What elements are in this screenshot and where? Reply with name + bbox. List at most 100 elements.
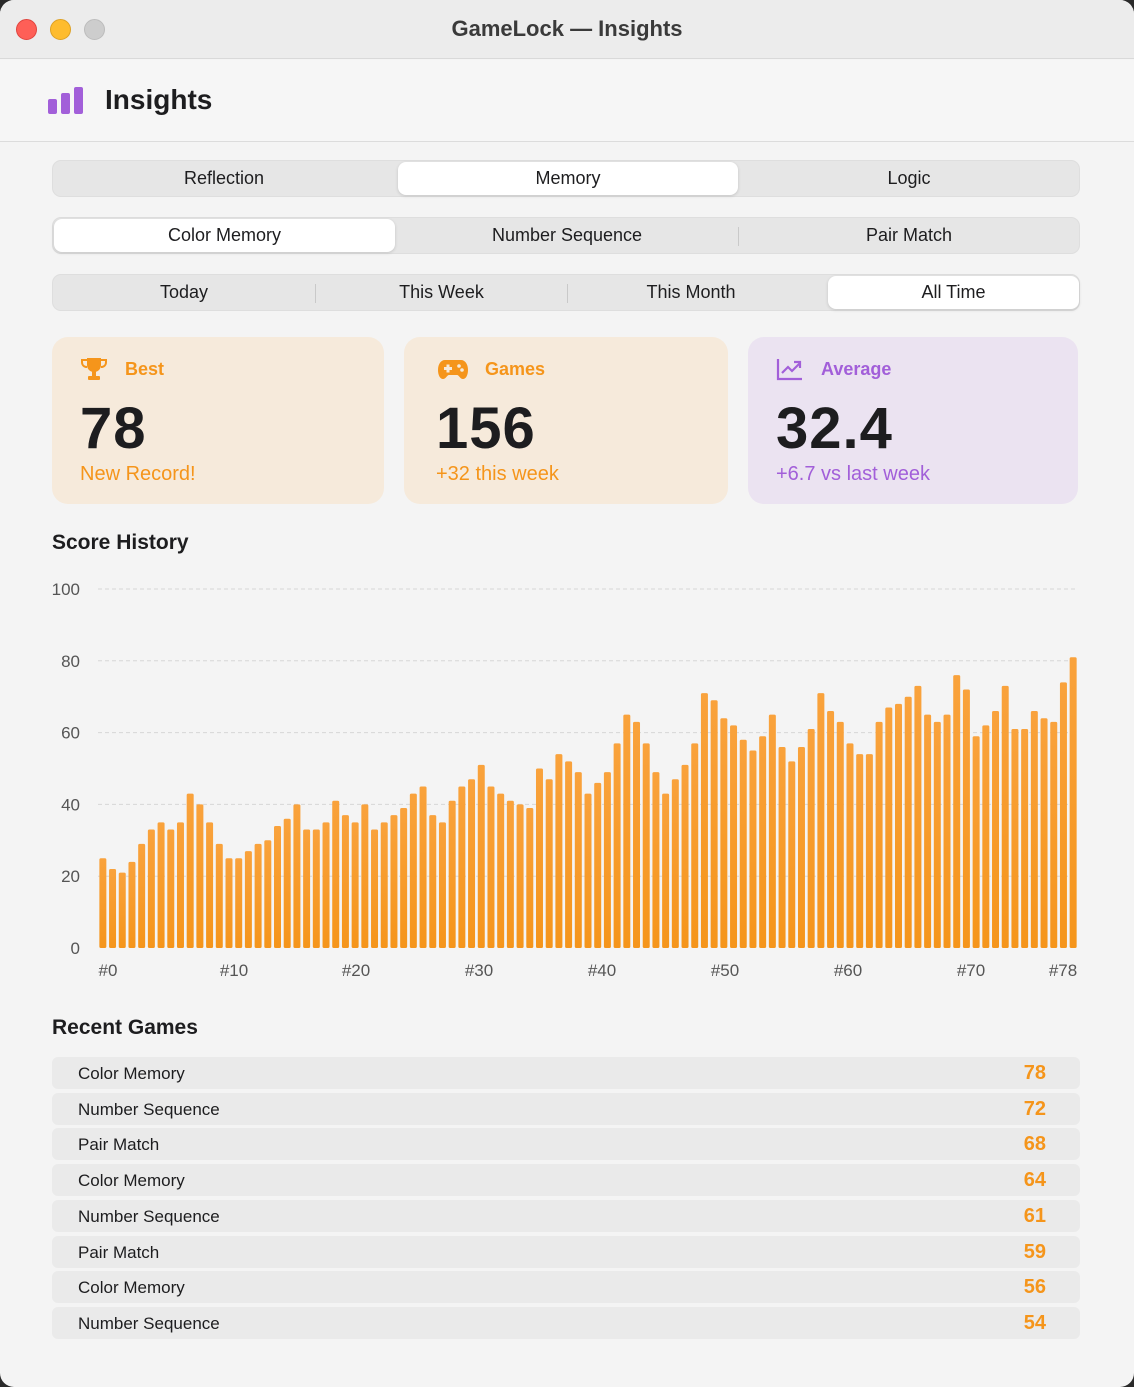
score-bar[interactable] xyxy=(235,858,243,948)
score-bar[interactable] xyxy=(700,693,708,948)
score-bar[interactable] xyxy=(167,829,175,948)
score-bar[interactable] xyxy=(584,793,592,948)
score-bar[interactable] xyxy=(303,829,311,948)
score-bar[interactable] xyxy=(390,815,398,948)
score-bar[interactable] xyxy=(186,793,194,948)
score-bar[interactable] xyxy=(807,729,815,948)
segment-this-month[interactable]: This Month xyxy=(646,282,736,302)
score-bar[interactable] xyxy=(99,858,107,948)
recent-game-row[interactable]: Pair Match 68 xyxy=(52,1128,1080,1161)
segment-reflection[interactable]: Reflection xyxy=(183,168,265,188)
score-bar[interactable] xyxy=(933,721,941,948)
score-bar[interactable] xyxy=(856,754,864,948)
recent-game-row[interactable]: Color Memory 64 xyxy=(52,1164,1080,1197)
segment-number-sequence[interactable]: Number Sequence xyxy=(491,225,643,245)
segment-all-time[interactable]: All Time xyxy=(828,276,1079,309)
score-bar[interactable] xyxy=(865,754,873,948)
score-bar[interactable] xyxy=(176,822,184,948)
score-bar[interactable] xyxy=(196,804,204,948)
score-bar[interactable] xyxy=(555,754,563,948)
score-bar[interactable] xyxy=(613,743,621,948)
score-bar[interactable] xyxy=(565,761,573,948)
score-bar[interactable] xyxy=(283,818,291,948)
score-bar[interactable] xyxy=(448,800,456,948)
score-bar[interactable] xyxy=(361,804,369,948)
score-bar[interactable] xyxy=(788,761,796,948)
score-bar[interactable] xyxy=(322,822,330,948)
recent-game-row[interactable]: Color Memory 78 xyxy=(52,1057,1080,1089)
score-bar[interactable] xyxy=(545,779,553,948)
score-bar[interactable] xyxy=(642,743,650,948)
score-bar[interactable] xyxy=(206,822,214,948)
score-bar[interactable] xyxy=(400,807,408,948)
score-bar[interactable] xyxy=(895,703,902,948)
score-bar[interactable] xyxy=(759,736,767,948)
recent-game-row[interactable]: Color Memory 56 xyxy=(52,1271,1080,1304)
score-bar[interactable] xyxy=(972,736,980,948)
score-bar[interactable] xyxy=(1021,729,1029,948)
score-bar[interactable] xyxy=(341,815,349,948)
score-bar[interactable] xyxy=(652,772,660,948)
score-bar[interactable] xyxy=(720,718,728,948)
score-bar[interactable] xyxy=(535,768,543,949)
score-bar[interactable] xyxy=(681,764,689,948)
segment-memory[interactable]: Memory xyxy=(398,162,738,195)
score-bar[interactable] xyxy=(438,822,446,948)
score-bar[interactable] xyxy=(157,822,165,948)
recent-game-row[interactable]: Number Sequence 72 xyxy=(52,1092,1080,1125)
score-bar[interactable] xyxy=(254,843,262,948)
score-bar[interactable] xyxy=(953,675,961,948)
score-bar[interactable] xyxy=(691,743,699,948)
score-bar[interactable] xyxy=(797,746,805,948)
score-bar[interactable] xyxy=(409,793,417,948)
score-bar[interactable] xyxy=(827,711,835,948)
score-bar[interactable] xyxy=(1030,711,1038,948)
score-bar[interactable] xyxy=(730,725,738,948)
score-bar[interactable] xyxy=(516,804,524,948)
score-bar[interactable] xyxy=(312,829,320,948)
score-bar[interactable] xyxy=(1050,721,1058,948)
score-bar[interactable] xyxy=(274,825,281,948)
zoom-window-button[interactable] xyxy=(84,19,105,40)
score-bar[interactable] xyxy=(623,714,631,948)
score-bar[interactable] xyxy=(710,700,718,948)
score-bar[interactable] xyxy=(768,714,776,948)
score-bar[interactable] xyxy=(477,764,485,948)
score-bar[interactable] xyxy=(662,793,670,948)
score-bar[interactable] xyxy=(904,696,912,948)
recent-game-row[interactable]: Pair Match 59 xyxy=(52,1235,1080,1268)
segment-color-memory[interactable]: Color Memory xyxy=(54,219,395,252)
score-bar[interactable] xyxy=(749,750,757,948)
score-bar[interactable] xyxy=(836,721,844,948)
score-bar[interactable] xyxy=(992,711,1000,948)
score-bar[interactable] xyxy=(244,851,252,948)
score-bar[interactable] xyxy=(128,861,136,948)
score-bar[interactable] xyxy=(924,714,932,948)
score-bar[interactable] xyxy=(351,822,359,948)
score-bar[interactable] xyxy=(371,829,379,948)
segment-today[interactable]: Today xyxy=(159,282,209,302)
segment-this-week[interactable]: This Week xyxy=(399,282,484,302)
score-bar[interactable] xyxy=(962,689,970,948)
segment-pair-match[interactable]: Pair Match xyxy=(865,225,953,245)
score-bar[interactable] xyxy=(293,804,301,948)
score-bar[interactable] xyxy=(846,743,854,948)
score-bar[interactable] xyxy=(526,807,534,948)
score-bar[interactable] xyxy=(982,725,990,948)
score-bar[interactable] xyxy=(138,843,146,948)
close-window-button[interactable] xyxy=(16,19,37,40)
score-bar[interactable] xyxy=(1040,718,1048,948)
minimize-window-button[interactable] xyxy=(50,19,71,40)
score-bar[interactable] xyxy=(603,772,611,948)
score-bar[interactable] xyxy=(109,869,117,948)
score-bar[interactable] xyxy=(118,872,126,948)
score-bar[interactable] xyxy=(778,746,786,948)
score-bar[interactable] xyxy=(264,840,272,948)
score-bar[interactable] xyxy=(458,786,466,948)
score-bar[interactable] xyxy=(429,815,437,948)
score-bar[interactable] xyxy=(147,829,155,948)
recent-game-row[interactable]: Number Sequence 54 xyxy=(52,1306,1080,1339)
score-bar[interactable] xyxy=(739,739,747,948)
score-bar[interactable] xyxy=(875,721,883,948)
score-bar[interactable] xyxy=(497,793,505,948)
